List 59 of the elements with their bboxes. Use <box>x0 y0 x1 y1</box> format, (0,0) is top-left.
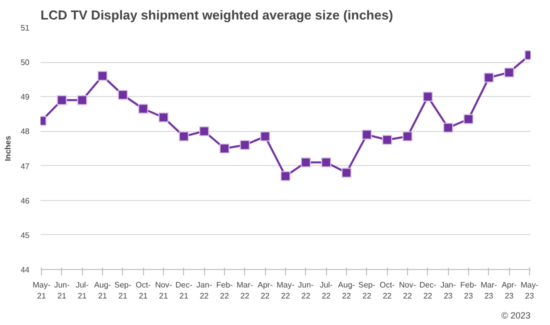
x-tick-label: May-23 <box>520 280 539 300</box>
point <box>220 144 230 154</box>
point <box>199 126 210 136</box>
point <box>280 171 290 182</box>
point <box>504 67 514 78</box>
point <box>240 140 250 150</box>
x-tick-label: Mar-23 <box>480 280 498 300</box>
x-tick-label: Jun-21 <box>54 280 70 300</box>
x-tick-label: Dec-22 <box>419 280 437 300</box>
point <box>138 104 148 114</box>
point <box>422 92 433 102</box>
point <box>300 157 311 168</box>
x-tick-label: Jan-22 <box>196 280 212 300</box>
point <box>321 157 332 168</box>
point <box>178 131 189 142</box>
x-tick-label: Oct-22 <box>380 280 396 300</box>
point <box>443 122 454 133</box>
y-tick-label: 45 <box>20 230 30 240</box>
x-tick-label: May-21 <box>32 280 51 300</box>
x-tick-label: Aug-22 <box>338 280 356 300</box>
point <box>463 114 474 124</box>
x-tick-label: Sep-22 <box>358 280 376 300</box>
point <box>402 131 412 142</box>
point <box>56 95 67 106</box>
x-tick-label: Jan-23 <box>440 280 456 300</box>
x-tick-label: Nov-22 <box>399 280 416 300</box>
x-tick-label: Nov-21 <box>155 280 172 300</box>
point <box>158 112 169 122</box>
y-tick-label: 49 <box>20 92 30 102</box>
y-tick-label: 46 <box>20 196 30 206</box>
x-tick-label: Aug-21 <box>94 280 112 300</box>
x-tick-label: Apr-22 <box>258 280 274 300</box>
x-tick-label: Jul-22 <box>320 280 333 300</box>
x-tick-label: Apr-23 <box>502 280 518 300</box>
x-tick-label: Feb-22 <box>216 280 234 300</box>
chart-title: LCD TV Display shipment weighted average size (inches) <box>40 8 394 22</box>
point <box>98 70 108 81</box>
x-tick-label: Jul-21 <box>76 280 89 300</box>
point <box>341 168 352 178</box>
point <box>77 95 88 106</box>
y-axis-title: Inches <box>4 135 13 162</box>
y-tick-label: 48 <box>20 127 30 136</box>
text: © 2023 <box>501 310 531 320</box>
x-tick-label: Feb-23 <box>460 280 478 300</box>
x-tick-label: Oct-21 <box>136 280 152 300</box>
x-tick-label: Dec-21 <box>175 280 193 300</box>
point <box>118 90 128 100</box>
point <box>382 134 392 145</box>
x-tick-label: Jun-22 <box>298 280 314 300</box>
x-tick-label: May-22 <box>276 280 295 300</box>
point <box>484 72 494 83</box>
y-tick-label: 47 <box>20 162 30 171</box>
y-tick-label: 51 <box>20 24 30 32</box>
point <box>260 131 270 142</box>
x-tick-label: Mar-22 <box>236 280 254 300</box>
y-tick-label: 50 <box>20 58 30 68</box>
x-tick-label: Sep-21 <box>114 280 132 300</box>
point <box>362 130 372 140</box>
y-tick-label: 44 <box>20 266 30 274</box>
